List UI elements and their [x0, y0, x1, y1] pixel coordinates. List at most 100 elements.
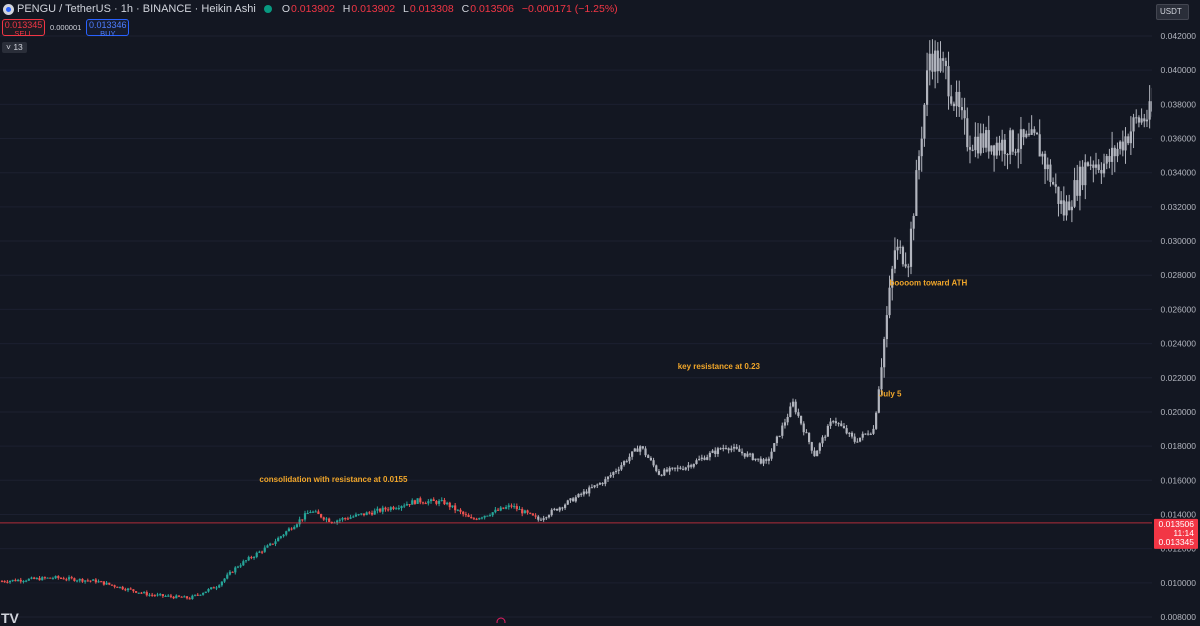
candle-body [974, 136, 977, 151]
candle-body [644, 448, 647, 456]
candle-body [1092, 164, 1095, 168]
sell-button[interactable]: 0.013345 SELL [2, 19, 45, 37]
candle-body [97, 581, 100, 583]
candle-body [507, 505, 510, 508]
candle-body [958, 91, 961, 108]
candle-body [204, 591, 207, 594]
candle-body [1030, 129, 1033, 135]
candle-body [952, 103, 955, 107]
candle-body [30, 577, 33, 579]
candle-body [491, 512, 494, 516]
candle-body [148, 594, 151, 596]
candle-body [429, 499, 433, 502]
candle-body [950, 96, 953, 104]
buy-button[interactable]: 0.013346 BUY [86, 19, 130, 37]
candle-body [883, 339, 886, 368]
market-status-icon[interactable] [263, 5, 272, 13]
spread-value: 0.000001 [50, 23, 82, 32]
chart-annotation[interactable]: July 5 [879, 390, 902, 399]
candle-body [145, 592, 148, 596]
candle-body [153, 595, 156, 597]
candle-body [746, 453, 749, 457]
chart-annotation[interactable]: consolidation with resistance at 0.0155 [259, 475, 408, 484]
candle-body [1009, 130, 1012, 155]
candle-body [727, 448, 730, 451]
candle-body [732, 446, 736, 449]
candle-body [909, 228, 913, 267]
chart-header: PENGU / TetherUS · 1h · BINANCE · Heikin… [0, 0, 623, 18]
candle-body [1094, 164, 1098, 168]
candle-body [341, 518, 344, 520]
candle-body [81, 578, 84, 582]
candle-body [1124, 136, 1127, 151]
candle-body [676, 467, 679, 469]
candle-body [285, 531, 288, 535]
candle-body [730, 448, 733, 451]
candle-body [250, 557, 253, 559]
candle-body [631, 451, 634, 457]
candle-body [561, 507, 564, 509]
candle-body [392, 507, 395, 509]
candle-body [269, 543, 272, 546]
candle-body [572, 498, 575, 502]
candle-body [274, 541, 277, 545]
candle-body [1041, 153, 1044, 157]
candle-body [470, 517, 473, 519]
candle-body [277, 537, 280, 542]
candle-body [816, 450, 819, 457]
candle-body [478, 518, 481, 520]
candle-body [754, 458, 757, 461]
ohlc-open-key: O [281, 3, 290, 15]
candle-body [322, 517, 325, 520]
candle-body [735, 446, 738, 449]
candle-body [215, 587, 218, 589]
candle-body [306, 512, 309, 514]
candle-body [968, 147, 972, 150]
candle-body [1148, 101, 1151, 120]
candle-body [1027, 133, 1031, 135]
candle-body [547, 515, 551, 518]
candle-body [462, 511, 465, 515]
candle-body [563, 504, 567, 508]
candle-body [483, 515, 486, 518]
candle-body [875, 412, 878, 429]
chart-annotation[interactable]: boooom toward ATH [890, 278, 968, 287]
candle-body [41, 577, 44, 581]
currency-select[interactable]: USDT [1156, 4, 1189, 20]
candle-body [821, 437, 824, 444]
candle-body [832, 421, 835, 423]
candle-body [411, 500, 414, 505]
price-tick-label: 0.036000 [1161, 134, 1197, 144]
candle-body [156, 594, 159, 596]
candle-body [376, 508, 379, 511]
candle-body [472, 518, 476, 520]
symbol-title[interactable]: PENGU / TetherUS · 1h · BINANCE · Heikin… [17, 3, 256, 15]
candle-body [1110, 147, 1114, 162]
indicators-toggle-button[interactable]: ˅ 13 [2, 42, 27, 53]
candle-body [531, 513, 535, 516]
price-tick-label: 0.008000 [1161, 612, 1197, 622]
candle-body [523, 510, 526, 514]
candle-body [75, 580, 79, 582]
candle-body [1011, 130, 1014, 152]
candle-body [601, 483, 604, 485]
candle-body [797, 412, 800, 416]
candle-body [580, 493, 583, 495]
candle-body [765, 459, 768, 461]
candle-body [89, 580, 92, 582]
candle-body [805, 432, 808, 434]
trade-panel: 0.013345 SELL 0.000001 0.013346 BUY [2, 19, 130, 37]
chart-annotation[interactable]: key resistance at 0.23 [678, 362, 761, 371]
candle-body [893, 250, 897, 269]
candle-body [43, 577, 47, 579]
ohlc-low: 0.013308 [409, 3, 454, 15]
candle-body [609, 475, 612, 477]
candle-body [6, 581, 9, 583]
candle-body [518, 509, 521, 511]
candle-body [708, 452, 711, 458]
candle-body [62, 578, 65, 580]
candle-body [287, 528, 291, 532]
price-tick-label: 0.022000 [1161, 373, 1197, 383]
candle-body [783, 422, 787, 426]
